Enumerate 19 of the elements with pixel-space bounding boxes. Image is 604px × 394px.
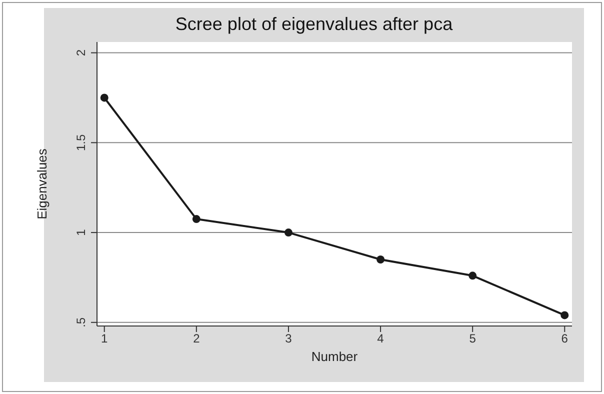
y-axis-title: Eigenvalues: [34, 148, 50, 220]
point: [284, 228, 292, 237]
y-tick-label: 1.5: [74, 134, 88, 151]
point: [100, 94, 108, 102]
x-tick-label: 5: [469, 332, 476, 346]
y-tick-label: 2: [74, 49, 88, 56]
x-axis-title: Number: [311, 349, 358, 364]
point: [376, 255, 385, 264]
x-tick-label: 2: [193, 332, 200, 346]
x-tick-label: 4: [377, 332, 384, 346]
x-tick-label: 3: [285, 332, 292, 346]
point: [468, 272, 477, 280]
x-tick-label: 1: [101, 332, 108, 346]
x-tick-label: 6: [561, 332, 568, 346]
y-tick-label: 1: [74, 228, 88, 236]
point: [560, 311, 569, 320]
chart-title: Scree plot of eigenvalues after pca: [174, 14, 454, 35]
point: [192, 215, 200, 224]
y-tick-label: .5: [74, 317, 88, 328]
